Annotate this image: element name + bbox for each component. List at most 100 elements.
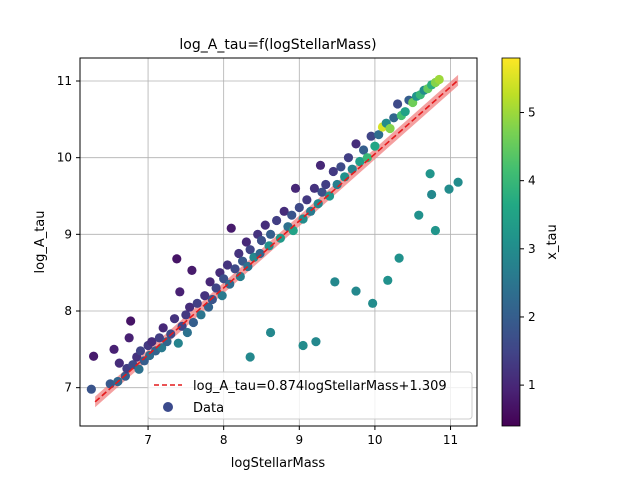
y-tick-label: 10	[57, 151, 72, 165]
data-point	[196, 310, 206, 320]
colorbar-tick-label: 1	[528, 378, 536, 392]
y-tick-label: 7	[64, 381, 72, 395]
data-point	[86, 384, 96, 394]
data-point	[279, 206, 289, 216]
data-point	[430, 225, 441, 236]
data-point	[169, 314, 180, 324]
data-point	[347, 164, 357, 174]
data-point	[298, 340, 308, 351]
data-point	[302, 195, 312, 205]
data-point	[321, 179, 331, 190]
data-point	[211, 283, 221, 293]
colorbar-tick-label: 2	[528, 310, 536, 324]
data-point	[124, 333, 134, 343]
x-tick-label: 7	[144, 433, 152, 447]
data-point	[383, 275, 393, 285]
data-point	[272, 215, 282, 226]
legend-data-swatch	[163, 402, 173, 412]
colorbar-tick-label: 5	[528, 106, 536, 120]
data-point	[225, 279, 235, 289]
data-point	[175, 287, 185, 297]
data-point	[393, 99, 403, 109]
colorbar-tick-label: 3	[528, 242, 536, 256]
data-point	[114, 358, 124, 368]
data-point	[453, 177, 463, 187]
data-point	[241, 237, 251, 247]
data-point	[260, 220, 270, 230]
data-point	[425, 169, 435, 179]
data-point	[366, 131, 376, 141]
y-axis-label: log_A_tau	[33, 210, 48, 273]
y-axis-ticks: 7 8 9 10 11	[57, 74, 80, 395]
x-tick-label: 10	[367, 433, 382, 447]
data-point	[294, 202, 304, 213]
data-point	[222, 260, 233, 270]
data-point	[89, 351, 99, 361]
data-point	[226, 223, 236, 233]
data-point	[414, 210, 424, 220]
data-point	[315, 160, 326, 170]
x-tick-label: 8	[220, 433, 228, 447]
colorbar-tick-label: 4	[528, 174, 536, 188]
x-axis-label: logStellarMass	[231, 456, 326, 471]
data-point	[298, 214, 308, 224]
data-point	[374, 130, 384, 140]
data-point	[330, 277, 340, 287]
data-point	[185, 302, 195, 312]
data-point	[444, 184, 454, 194]
data-point	[182, 327, 192, 338]
data-point	[207, 294, 217, 305]
data-point	[109, 344, 119, 354]
data-point	[394, 253, 404, 263]
data-point	[311, 337, 321, 347]
data-point	[234, 248, 244, 259]
data-point	[351, 286, 361, 296]
legend-data-label: Data	[193, 401, 224, 416]
data-point	[343, 153, 354, 163]
data-point	[173, 338, 183, 348]
data-point	[264, 241, 274, 251]
data-point	[351, 139, 361, 149]
data-point	[309, 183, 320, 193]
data-point	[230, 264, 240, 274]
data-points	[86, 74, 463, 394]
data-point	[187, 265, 197, 275]
data-point	[177, 321, 187, 331]
y-tick-label: 8	[64, 304, 72, 318]
colorbar-label: x_tau	[545, 224, 560, 260]
data-point	[147, 337, 157, 347]
data-point	[245, 352, 255, 362]
data-point	[265, 229, 276, 239]
data-point	[188, 317, 199, 328]
data-point	[389, 113, 399, 123]
y-tick-label: 11	[57, 74, 72, 88]
data-point	[134, 364, 144, 374]
x-tick-label: 9	[295, 433, 303, 447]
plot-frame	[79, 57, 478, 427]
y-tick-label: 9	[64, 227, 72, 241]
colorbar-ticks: 1 2 3 4 5	[520, 106, 536, 392]
data-point	[336, 162, 346, 172]
data-point	[200, 291, 210, 301]
data-point	[368, 298, 378, 308]
data-point	[332, 179, 342, 190]
data-point	[192, 298, 202, 308]
data-point	[255, 248, 265, 259]
data-point	[265, 327, 276, 338]
data-point	[181, 310, 191, 320]
data-point	[158, 323, 168, 333]
data-point	[287, 210, 297, 220]
legend-box	[147, 371, 473, 420]
data-point	[317, 187, 327, 197]
data-point	[217, 291, 227, 301]
data-point	[385, 123, 395, 134]
data-point	[362, 153, 372, 163]
data-point	[324, 191, 335, 201]
x-axis-ticks: 7 8 9 10 11	[144, 426, 458, 447]
data-point	[154, 333, 164, 343]
data-point	[290, 183, 301, 193]
colorbar	[501, 57, 521, 427]
data-point	[126, 316, 136, 326]
data-point	[256, 235, 267, 246]
